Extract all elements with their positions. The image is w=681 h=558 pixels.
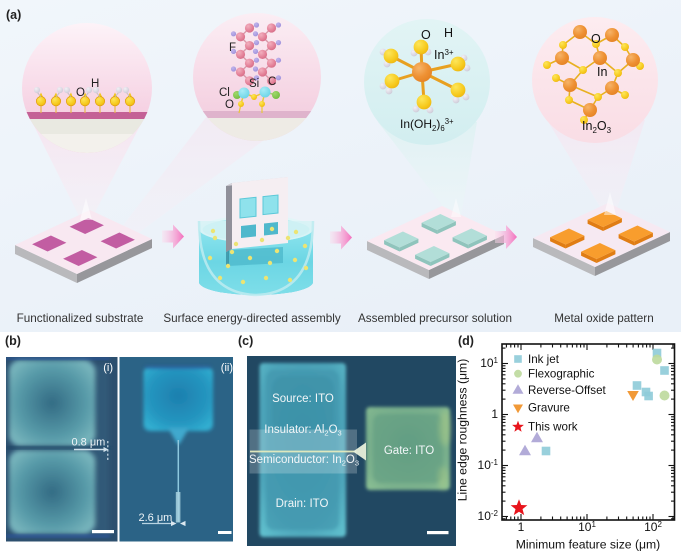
svg-text:In2O3: In2O3 <box>582 119 612 135</box>
svg-text:O: O <box>76 87 85 99</box>
svg-text:Gravure: Gravure <box>528 402 570 415</box>
svg-text:H: H <box>91 78 99 90</box>
svg-text:Functionalized substrate: Functionalized substrate <box>17 312 144 325</box>
svg-text:O: O <box>421 28 431 42</box>
svg-text:F: F <box>229 42 236 54</box>
svg-text:O: O <box>591 32 601 46</box>
svg-text:Cl: Cl <box>219 87 230 99</box>
svg-text:Surface energy-directed assemb: Surface energy-directed assembly <box>163 312 341 325</box>
svg-text:2.6 μm: 2.6 μm <box>139 512 173 524</box>
svg-text:(i): (i) <box>103 362 113 374</box>
svg-text:H: H <box>444 26 453 40</box>
svg-text:Si: Si <box>249 78 259 90</box>
svg-text:Gate: ITO: Gate: ITO <box>384 445 434 457</box>
svg-text:C: C <box>268 76 276 88</box>
svg-text:O: O <box>225 99 234 111</box>
svg-text:Semiconductor: In2O3: Semiconductor: In2O3 <box>249 454 359 468</box>
svg-text:(ii): (ii) <box>221 362 233 374</box>
svg-text:Metal oxide pattern: Metal oxide pattern <box>554 312 653 325</box>
svg-text:1: 1 <box>491 407 498 421</box>
svg-text:(d): (d) <box>458 334 474 348</box>
svg-text:(a): (a) <box>6 8 21 22</box>
svg-text:Source: ITO: Source: ITO <box>272 393 334 405</box>
svg-text:Minimum feature size (μm): Minimum feature size (μm) <box>516 538 661 552</box>
svg-text:This work: This work <box>528 421 578 434</box>
svg-text:(b): (b) <box>5 334 21 348</box>
svg-text:Flexographic: Flexographic <box>528 368 595 381</box>
svg-text:Line edge roughness (μm): Line edge roughness (μm) <box>456 359 470 502</box>
svg-text:Reverse-Offset: Reverse-Offset <box>528 384 607 397</box>
svg-text:Drain: ITO: Drain: ITO <box>276 498 329 510</box>
svg-text:1: 1 <box>518 520 525 534</box>
svg-text:Insulator: Al2O3: Insulator: Al2O3 <box>264 424 341 438</box>
svg-text:Ink jet: Ink jet <box>528 353 560 366</box>
svg-text:In: In <box>597 65 607 79</box>
svg-text:Assembled precursor solution: Assembled precursor solution <box>358 312 512 325</box>
svg-text:0.8 μm: 0.8 μm <box>72 437 106 449</box>
svg-text:(c): (c) <box>238 334 253 348</box>
